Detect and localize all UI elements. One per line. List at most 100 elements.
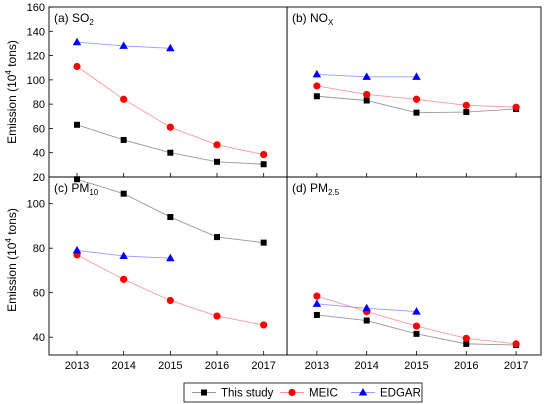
- y-axis-label-top: Emission (104 tons): [4, 40, 19, 144]
- x-tick-labels: 2013 2014 2015 2016 2017 2013 2014 2015 2016 2017: [65, 360, 529, 372]
- panel-label: (b) NOX: [292, 11, 334, 27]
- point-this_study: [167, 149, 174, 156]
- x-tick-label: 2016: [205, 360, 229, 372]
- y-axis-label-tail: tons): [5, 208, 19, 238]
- point-this_study: [214, 234, 220, 241]
- y-tick-label: 100: [27, 75, 45, 87]
- y-tick-label: 140: [27, 26, 45, 38]
- point-meic: [462, 334, 470, 342]
- point-edgar: [362, 72, 371, 80]
- legend-label: This study: [221, 388, 274, 400]
- series-line-meic: [76, 66, 264, 155]
- panel-label: (c) PM10: [54, 181, 99, 197]
- y-tick-label: 40: [33, 332, 45, 344]
- legend-item-edgar: EDGAR: [351, 388, 421, 400]
- y-tick-label: 40: [33, 148, 45, 160]
- panel-a: 20 40 60 80 100 120 140 160 (a) SO2: [27, 2, 288, 184]
- legend-item-this_study: This study: [192, 388, 274, 400]
- x-tick-label: 2017: [504, 360, 528, 372]
- point-edgar: [412, 307, 421, 315]
- point-edgar: [312, 69, 322, 78]
- point-edgar: [166, 253, 175, 262]
- x-tick-label: 2014: [111, 360, 135, 372]
- legend-marker-meic: [288, 388, 296, 397]
- y-tick-label: 120: [27, 51, 45, 63]
- y-axis-label-superscript: 4: [4, 70, 13, 75]
- point-meic: [120, 95, 128, 103]
- point-this_study: [363, 317, 370, 324]
- point-edgar: [72, 37, 82, 46]
- point-this_study: [413, 330, 420, 337]
- point-meic: [512, 103, 520, 111]
- point-meic: [260, 321, 268, 329]
- point-edgar: [119, 251, 128, 259]
- point-meic: [412, 95, 421, 103]
- panel-frame: [48, 176, 288, 356]
- point-meic: [73, 62, 81, 71]
- point-this_study: [463, 340, 470, 347]
- y-axis-label-text: Emission (10: [5, 242, 19, 312]
- point-meic: [512, 340, 520, 348]
- x-tick-label: 2017: [251, 360, 275, 372]
- x-tick-label: 2015: [158, 360, 182, 372]
- y-tick-label: 160: [27, 2, 45, 14]
- y-tick-label: 100: [27, 199, 45, 211]
- point-edgar: [412, 72, 421, 80]
- point-meic: [213, 141, 221, 149]
- point-meic: [313, 82, 321, 90]
- series-line-meic: [76, 254, 264, 326]
- point-this_study: [363, 97, 370, 104]
- panel-d: (d) PM2.5: [286, 176, 542, 356]
- y-tick-label: 80: [33, 99, 45, 111]
- series-line-this_study: [76, 178, 264, 244]
- y-axis-label-superscript: 4: [4, 238, 13, 243]
- y-axis-label-bottom: Emission (104 tons): [4, 208, 19, 312]
- x-tick-label: 2016: [454, 360, 478, 372]
- point-this_study: [463, 109, 470, 116]
- point-edgar: [119, 41, 128, 49]
- y-axis-label-text: Emission (10: [5, 74, 19, 144]
- point-meic: [120, 275, 128, 283]
- y-tick-label: 80: [33, 243, 45, 255]
- panel-c: 40 60 80 100 (c) PM10: [27, 176, 288, 356]
- panel-label: (a) SO2: [54, 11, 94, 27]
- point-this_study: [120, 190, 127, 197]
- panel-frame: [286, 6, 542, 178]
- point-this_study: [413, 109, 420, 116]
- point-meic: [166, 296, 174, 305]
- point-meic: [462, 101, 470, 109]
- point-meic: [313, 292, 321, 300]
- x-tick-label: 2013: [305, 360, 329, 372]
- x-tick-label: 2014: [354, 360, 378, 372]
- point-this_study: [214, 158, 220, 165]
- y-tick-label: 60: [33, 288, 45, 300]
- point-this_study: [313, 311, 320, 318]
- panels: 20 40 60 80 100 120 140 160 (a) SO2 (b) NOX 40 60 80…: [27, 2, 542, 356]
- legend-marker-this_study: [201, 389, 207, 396]
- point-meic: [166, 123, 174, 131]
- point-meic: [412, 322, 421, 330]
- panel-frame: [286, 176, 542, 356]
- legend-marker-edgar: [358, 388, 368, 396]
- point-edgar: [312, 299, 322, 307]
- x-tick-label: 2013: [65, 360, 89, 372]
- panel-b: (b) NOX: [286, 6, 542, 178]
- point-this_study: [120, 136, 127, 143]
- y-tick-label: 20: [33, 172, 45, 184]
- point-edgar: [166, 43, 175, 52]
- point-meic: [363, 90, 371, 99]
- y-tick-label: 60: [33, 123, 45, 135]
- point-edgar: [362, 303, 371, 312]
- y-axis-label-tail: tons): [5, 40, 19, 70]
- legend: This study MEIC EDGAR: [183, 382, 423, 403]
- point-this_study: [74, 121, 80, 128]
- point-this_study: [74, 176, 80, 183]
- legend-label: MEIC: [309, 388, 338, 400]
- legend-item-meic: MEIC: [280, 388, 338, 400]
- legend-label: EDGAR: [380, 388, 421, 400]
- panel-label: (d) PM2.5: [292, 181, 340, 197]
- point-meic: [213, 312, 221, 320]
- point-this_study: [260, 239, 267, 246]
- point-edgar: [72, 245, 82, 254]
